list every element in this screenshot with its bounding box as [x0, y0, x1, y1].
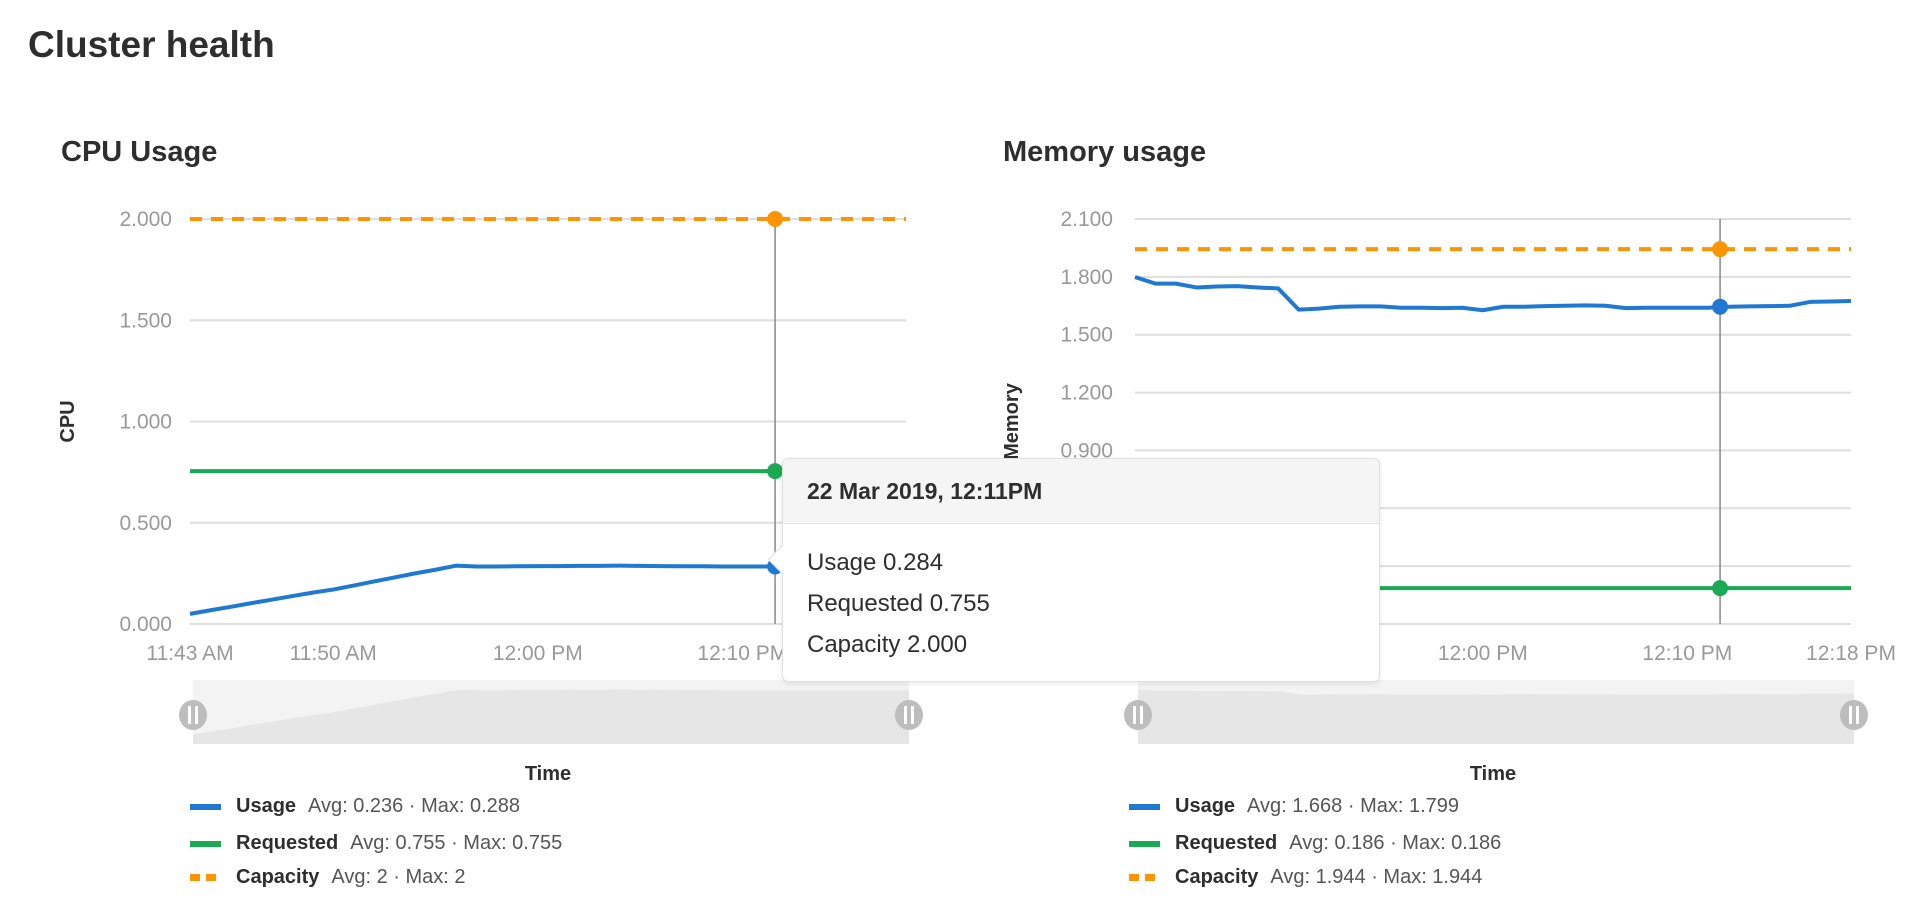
tooltip-label: Usage: [807, 549, 877, 576]
legend-label: Capacity: [236, 866, 320, 888]
tooltip-value: 0.755: [929, 590, 990, 617]
tooltip-value: 0.284: [883, 549, 944, 576]
y-tick-label: 0.900: [1060, 439, 1113, 462]
capacity-swatch: [190, 874, 221, 881]
x-axis-title: Time: [525, 763, 571, 785]
y-axis-title: CPU: [57, 400, 79, 442]
handle-grip: [1133, 706, 1136, 724]
x-tick-label: 12:00 PM: [493, 642, 583, 665]
y-tick-label: 1.000: [119, 411, 172, 434]
x-axis-title: Time: [1470, 763, 1516, 785]
x-tick-label: 11:43 AM: [146, 642, 233, 665]
y-tick-label: 2.100: [1060, 208, 1113, 231]
handle-grip: [1856, 706, 1859, 724]
legend-stats: Avg: 0.236 · Max: 0.288: [308, 795, 521, 817]
y-tick-label: 1.500: [1060, 324, 1113, 347]
y-tick-label: 1.500: [119, 309, 172, 332]
handle-knob[interactable]: [895, 700, 923, 730]
x-tick-label: 12:00 PM: [1438, 642, 1528, 665]
legend-stats: Avg: 1.668 · Max: 1.799: [1247, 795, 1460, 817]
navigator-area: [1138, 689, 1854, 744]
tooltip-label: Requested: [807, 590, 924, 617]
legend-item-usage[interactable]: Usage Avg: 0.236 · Max: 0.288: [190, 795, 520, 818]
legend-item-capacity[interactable]: Capacity Avg: 2 · Max: 2: [190, 866, 466, 889]
requested-swatch: [1129, 840, 1160, 847]
x-tick-label: 12:18 PM: [1806, 642, 1896, 665]
navigator-left-handle[interactable]: [1124, 700, 1152, 730]
cpu-chart-title: CPU Usage: [61, 136, 218, 168]
legend-label: Usage: [1175, 795, 1236, 817]
navigator-area: [193, 689, 909, 744]
legend-stats: Avg: 1.944 · Max: 1.944: [1270, 866, 1483, 888]
series-usage-hover-point: [1712, 298, 1729, 315]
tooltip-title: 22 Mar 2019, 12:11PM: [783, 459, 1379, 524]
handle-grip: [1140, 706, 1143, 724]
y-tick-label: 1.200: [1060, 382, 1113, 405]
legend-label: Requested: [236, 832, 339, 854]
tooltip-row-capacity: Capacity 2.000: [807, 631, 967, 659]
tooltip-row-usage: Usage 0.284: [807, 549, 943, 577]
capacity-swatch: [1129, 874, 1160, 881]
legend-stats: Avg: 0.755 · Max: 0.755: [350, 832, 563, 854]
tooltip-row-requested: Requested 0.755: [807, 590, 990, 618]
x-tick-label: 11:50 AM: [290, 642, 377, 665]
usage-swatch: [190, 803, 221, 810]
memory-chart-title: Memory usage: [1003, 136, 1207, 168]
y-tick-label: 2.000: [119, 208, 172, 231]
navigator-right-handle[interactable]: [1840, 700, 1868, 730]
series-requested-hover-point: [1712, 580, 1729, 597]
time-range-navigator[interactable]: [179, 680, 923, 744]
requested-swatch: [190, 840, 221, 847]
legend-label: Usage: [236, 795, 297, 817]
handle-grip: [188, 706, 191, 724]
series-capacity-hover-point: [1712, 241, 1729, 258]
x-tick-label: 12:10 PM: [1642, 642, 1732, 665]
handle-knob[interactable]: [1124, 700, 1152, 730]
y-tick-label: 0.000: [119, 613, 172, 636]
y-tick-label: 1.800: [1060, 266, 1113, 289]
legend-label: Capacity: [1175, 866, 1259, 888]
handle-grip: [195, 706, 198, 724]
page-title: Cluster health: [28, 24, 275, 65]
series-capacity-hover-point: [767, 211, 784, 227]
series-usage-line[interactable]: [1134, 275, 1852, 313]
handle-grip: [904, 706, 907, 724]
tooltip-label: Capacity: [807, 631, 901, 658]
tooltip-value: 2.000: [907, 631, 968, 658]
handle-knob[interactable]: [1840, 700, 1868, 730]
cpu-chart: 0.000 0.500 1.000 1.500 2.000 11:43 AM 11:50 A…: [57, 208, 923, 785]
legend-label: Requested: [1175, 832, 1278, 854]
memory-chart: 0.900 1.200 1.500 1.800 2.100 12:00 PM 12:10 P…: [1001, 208, 1896, 785]
legend-item-capacity[interactable]: Capacity Avg: 1.944 · Max: 1.944: [1129, 866, 1482, 889]
y-axis-title: Memory: [1001, 382, 1023, 460]
series-requested-hover-point: [767, 463, 784, 480]
handle-grip: [1849, 706, 1852, 724]
chart-tooltip: 22 Mar 2019, 12:11PM Usage 0.284 Request…: [767, 458, 1380, 682]
navigator-left-handle[interactable]: [179, 700, 207, 730]
legend-item-usage[interactable]: Usage Avg: 1.668 · Max: 1.799: [1129, 795, 1459, 818]
x-tick-label: 12:10 PM: [697, 642, 787, 665]
legend-item-requested[interactable]: Requested Avg: 0.186 · Max: 0.186: [1129, 832, 1501, 855]
y-tick-label: 0.500: [119, 512, 172, 535]
legend-item-requested[interactable]: Requested Avg: 0.755 · Max: 0.755: [190, 832, 562, 855]
usage-swatch: [1129, 803, 1160, 810]
legend-stats: Avg: 2 · Max: 2: [331, 866, 466, 888]
series-usage-line[interactable]: [189, 563, 906, 616]
handle-knob[interactable]: [179, 700, 207, 730]
legend-stats: Avg: 0.186 · Max: 0.186: [1289, 832, 1502, 854]
handle-grip: [911, 706, 914, 724]
navigator-right-handle[interactable]: [895, 700, 923, 730]
time-range-navigator[interactable]: [1124, 680, 1868, 744]
